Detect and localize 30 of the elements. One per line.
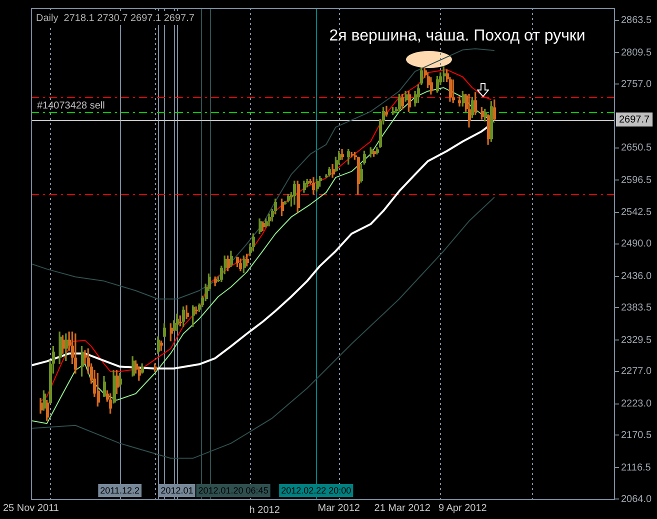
x-tick-label: 9 Apr 2012 — [438, 502, 488, 514]
y-tick-label: 2383.5 — [621, 302, 652, 314]
annotation: 2я вершина, чаша. Поход от ручки — [329, 27, 586, 44]
y-tick-label: 2329.5 — [621, 334, 652, 346]
candlestick — [186, 305, 189, 320]
y-tick-label: 2116.5 — [621, 462, 652, 474]
ref-line-label: 2011.12.2 — [100, 485, 140, 496]
y-tick-label: 2490.0 — [621, 238, 652, 250]
y-tick-label: 2757.0 — [621, 78, 652, 90]
x-tick-label: Mar 2012 — [318, 502, 360, 514]
y-tick-label: 2064.0 — [621, 494, 652, 505]
y-tick-label: 2223.0 — [621, 398, 652, 410]
ref-line-label: 2012.01.20 06:45 — [198, 485, 268, 496]
ref-line-label: #14073428 sell — [36, 100, 105, 112]
ref-line-label: 2697.7 — [619, 114, 650, 126]
y-tick-label: 2436.0 — [621, 271, 652, 282]
y-tick-label: 2809.5 — [621, 47, 652, 58]
ref-line-label: 2012.02.22 20:00 — [281, 485, 352, 496]
text: h 2012 — [249, 504, 280, 516]
x-tick-label: 25 Nov 2011 — [3, 502, 60, 514]
ref-line-label: 2012.01 — [160, 485, 194, 496]
y-tick-label: 2650.5 — [621, 142, 652, 154]
y-tick-label: 2542.5 — [621, 207, 652, 218]
y-tick-label: 2863.5 — [621, 15, 652, 26]
text: Daily 2718.1 2730.7 2697.1 2697.7 — [36, 12, 195, 24]
x-tick-label: 21 Mar 2012 — [374, 502, 431, 514]
y-tick-label: 2277.0 — [621, 366, 652, 378]
candlestick — [350, 152, 354, 158]
y-tick-label: 2596.5 — [621, 174, 652, 186]
y-tick-label: 2170.5 — [621, 430, 652, 441]
